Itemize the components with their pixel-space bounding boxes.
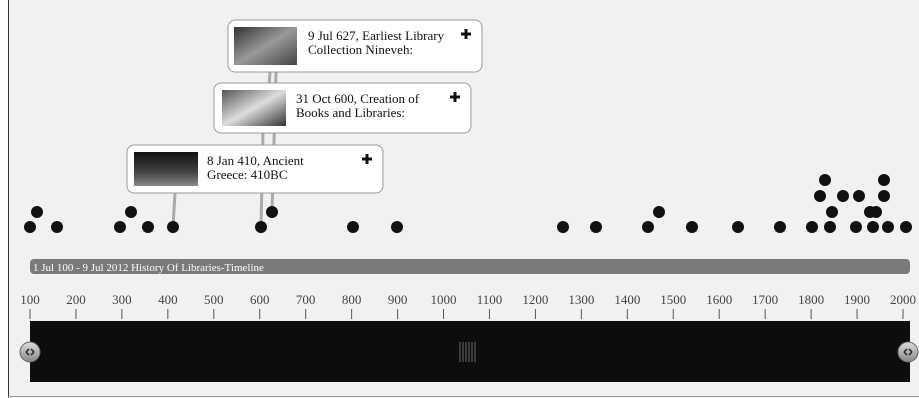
axis-tick-label: 1600 [706,292,732,307]
card-image [222,90,286,126]
axis-tick-label: 1000 [431,292,457,307]
axis-tick-label: 1800 [798,292,824,307]
axis-tick-label: 400 [158,292,178,307]
axis-tick-label: 300 [112,292,132,307]
axis-tick-label: 800 [342,292,362,307]
axis-tick-label: 100 [20,292,40,307]
event-dot[interactable] [853,190,865,202]
event-dot[interactable] [266,206,278,218]
event-dot[interactable] [824,221,836,233]
axis-tick-label: 1200 [522,292,548,307]
event-dot[interactable] [900,221,912,233]
axis-tick-label: 200 [66,292,86,307]
event-dot[interactable] [391,221,403,233]
timeline-widget: 1 Jul 100 - 9 Jul 2012 History Of Librar… [0,0,919,398]
axis-tick-label: 1400 [614,292,640,307]
card-text: 9 Jul 627, Earliest Library [308,28,445,43]
card-image [134,152,198,186]
event-dot[interactable] [125,206,137,218]
axis-tick-label: 2000 [890,292,916,307]
axis-tick-label: 1300 [568,292,594,307]
scroll-right-handle[interactable] [898,342,918,362]
axis-tick-label: 1700 [752,292,778,307]
scroll-left-handle[interactable] [20,342,40,362]
event-dot[interactable] [774,221,786,233]
event-dot[interactable] [255,221,267,233]
event-dot[interactable] [850,221,862,233]
event-dot[interactable] [347,221,359,233]
event-dot[interactable] [114,221,126,233]
event-dot[interactable] [167,221,179,233]
event-dot[interactable] [878,174,890,186]
event-dot[interactable] [557,221,569,233]
card-text: 31 Oct 600, Creation of [296,91,420,106]
event-dot[interactable] [819,174,831,186]
axis-tick-label: 900 [388,292,408,307]
band-label: 1 Jul 100 - 9 Jul 2012 History Of Librar… [33,262,264,274]
card-image [234,27,297,65]
event-dot[interactable] [878,190,890,202]
event-dot[interactable] [814,190,826,202]
event-dot[interactable] [837,190,849,202]
axis-tick-label: 1900 [844,292,870,307]
axis-tick-label: 1100 [477,292,503,307]
card-text: Greece: 410BC [207,167,288,182]
event-dot[interactable] [590,221,602,233]
axis-tick-label: 500 [204,292,224,307]
event-dot[interactable] [867,221,879,233]
event-dot[interactable] [870,206,882,218]
event-dot[interactable] [653,206,665,218]
event-dot[interactable] [882,221,894,233]
card-text: Collection Nineveh: [308,42,413,57]
event-dot[interactable] [31,206,43,218]
axis-tick-label: 1500 [660,292,686,307]
event-dot[interactable] [51,221,63,233]
overview-bar [30,321,910,382]
event-dot[interactable] [732,221,744,233]
card-text: Books and Libraries: [296,105,405,120]
axis-tick-label: 700 [296,292,316,307]
event-dot[interactable] [24,221,36,233]
event-dot[interactable] [686,221,698,233]
event-dot[interactable] [826,206,838,218]
event-dot[interactable] [642,221,654,233]
event-dot[interactable] [806,221,818,233]
event-dot[interactable] [142,221,154,233]
axis-tick-label: 600 [250,292,270,307]
card-text: 8 Jan 410, Ancient [207,153,304,168]
